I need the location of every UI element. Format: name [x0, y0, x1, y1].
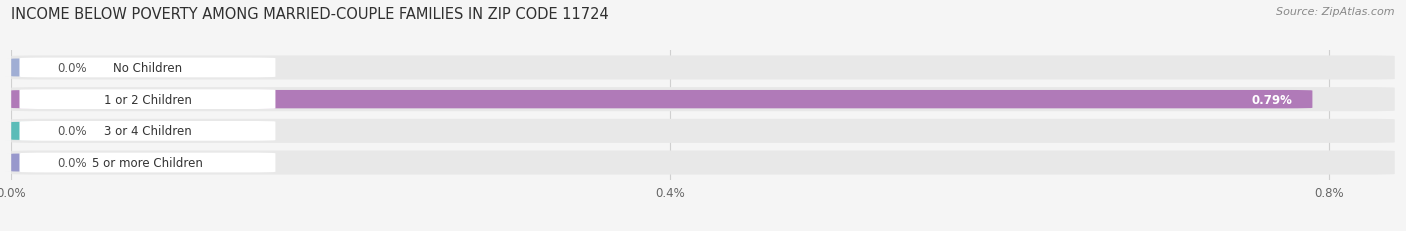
FancyBboxPatch shape	[11, 91, 1312, 109]
Text: 3 or 4 Children: 3 or 4 Children	[104, 125, 191, 138]
FancyBboxPatch shape	[11, 119, 1395, 143]
FancyBboxPatch shape	[11, 88, 1395, 112]
Text: No Children: No Children	[112, 62, 181, 75]
FancyBboxPatch shape	[6, 154, 38, 172]
Text: Source: ZipAtlas.com: Source: ZipAtlas.com	[1277, 7, 1395, 17]
FancyBboxPatch shape	[20, 58, 276, 78]
FancyBboxPatch shape	[20, 122, 276, 141]
FancyBboxPatch shape	[20, 153, 276, 173]
FancyBboxPatch shape	[11, 56, 1395, 80]
FancyBboxPatch shape	[6, 122, 38, 140]
Text: 0.0%: 0.0%	[58, 62, 87, 75]
FancyBboxPatch shape	[20, 90, 276, 109]
Text: INCOME BELOW POVERTY AMONG MARRIED-COUPLE FAMILIES IN ZIP CODE 11724: INCOME BELOW POVERTY AMONG MARRIED-COUPL…	[11, 7, 609, 22]
FancyBboxPatch shape	[11, 151, 1395, 175]
Text: 5 or more Children: 5 or more Children	[91, 156, 202, 169]
Text: 0.0%: 0.0%	[58, 156, 87, 169]
FancyBboxPatch shape	[6, 59, 38, 77]
Text: 1 or 2 Children: 1 or 2 Children	[104, 93, 191, 106]
Text: 0.0%: 0.0%	[58, 125, 87, 138]
Text: 0.79%: 0.79%	[1251, 93, 1292, 106]
